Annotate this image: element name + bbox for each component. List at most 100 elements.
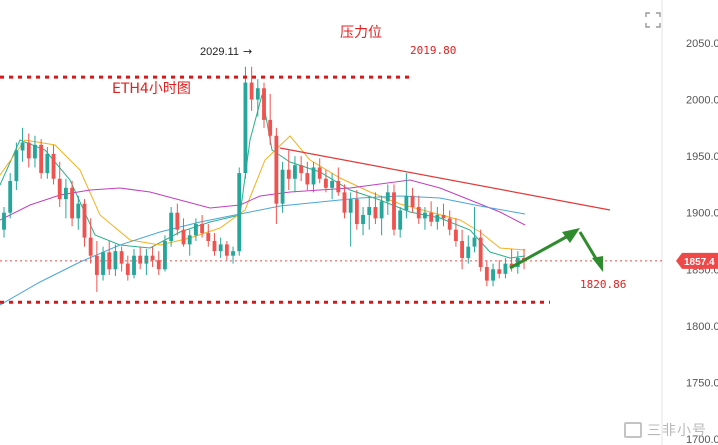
candle-body — [478, 237, 483, 268]
candle-body — [398, 210, 403, 230]
candle-body — [88, 237, 93, 256]
candle-body — [94, 255, 99, 275]
candle-body — [472, 237, 477, 247]
candle-body — [293, 165, 297, 179]
candle-body — [33, 144, 37, 159]
candle-body — [63, 187, 68, 200]
candle-body — [410, 195, 415, 208]
candle-body — [262, 88, 266, 120]
y-tick-label: 1900.0 — [686, 208, 718, 220]
candle-body — [70, 187, 75, 219]
candle-body — [206, 233, 211, 241]
candle-body — [144, 255, 149, 264]
candle-body — [268, 119, 273, 136]
candle-body — [497, 269, 502, 274]
candle-body — [231, 251, 235, 256]
candle-body — [435, 214, 440, 222]
candle-body — [392, 192, 396, 230]
candle-body — [249, 82, 254, 100]
candle-body — [255, 88, 260, 100]
candle-body — [423, 212, 427, 219]
candle-body — [317, 167, 322, 179]
y-tick-label: 2000.0 — [686, 95, 718, 107]
candle-body — [416, 207, 421, 219]
candle-body — [224, 244, 229, 256]
candle-body — [113, 251, 118, 270]
candle-body — [82, 203, 87, 238]
candle-body — [280, 169, 285, 204]
candle-body — [379, 201, 384, 219]
price-axis: 2050.02000.01950.01900.01850.01800.01750… — [686, 38, 718, 445]
candle-body — [404, 195, 409, 211]
candle-body — [101, 252, 105, 275]
candle-body — [175, 212, 180, 230]
candle-body — [212, 240, 217, 252]
y-tick-label: 1800.0 — [686, 321, 718, 333]
candle-body — [156, 260, 161, 270]
candle-body — [323, 178, 328, 188]
candle-body — [336, 181, 341, 193]
candle-body — [286, 169, 291, 179]
candle-body — [138, 255, 143, 264]
ma-line-medium — [0, 135, 526, 251]
candle-body — [193, 224, 198, 236]
high-annotation: 2029.11 — [200, 46, 239, 58]
y-tick-label: 1950.0 — [686, 151, 718, 163]
candle-body — [187, 235, 192, 245]
candle-body — [453, 229, 458, 241]
candle-body — [163, 240, 167, 270]
candle-body — [342, 192, 347, 213]
candle-body — [484, 267, 489, 281]
candle-body — [169, 212, 174, 241]
candle-body — [348, 199, 353, 213]
candle-body — [51, 153, 56, 179]
candle-body — [460, 240, 465, 258]
candle-body — [107, 252, 112, 270]
y-tick-label: 1750.0 — [686, 377, 718, 389]
resistance-label: 压力位 — [340, 25, 382, 41]
ma-line-long — [0, 179, 526, 226]
support-level-label: 1820.86 — [580, 278, 626, 291]
candle-body — [274, 135, 279, 204]
fullscreen-icon[interactable] — [644, 11, 662, 29]
candle-body — [2, 212, 6, 230]
candle-body — [150, 255, 155, 261]
candle-body — [373, 207, 378, 219]
candle-body — [243, 82, 248, 174]
candle-body — [311, 167, 316, 185]
candle-body — [361, 214, 365, 225]
forecast-arrows — [509, 228, 603, 272]
candle-body — [330, 181, 335, 188]
candle-body — [491, 269, 495, 281]
descending-trendline — [279, 147, 611, 211]
candle-body — [354, 199, 359, 225]
candle-body — [200, 224, 205, 234]
candle-body — [305, 173, 310, 185]
candle-body — [45, 153, 50, 174]
candle-body — [39, 144, 44, 174]
ma-line-extra-long — [0, 195, 526, 306]
candle-body — [447, 218, 452, 230]
current-price-value: 1857.4 — [684, 257, 715, 268]
candle-body — [20, 142, 25, 151]
candle-body — [509, 263, 514, 268]
candle-body — [14, 150, 19, 182]
watermark-text: 三非小号 — [647, 423, 707, 439]
candle-body — [385, 192, 390, 202]
candle-body — [441, 214, 446, 219]
watermark: 三非小号 — [624, 418, 718, 442]
chart-title: ETH4小时图 — [112, 81, 191, 97]
candle-body — [125, 263, 130, 275]
candle-body — [26, 142, 31, 159]
current-price-tag: 1857.4 — [676, 252, 718, 269]
candlestick-series — [2, 66, 526, 292]
candle-body — [429, 212, 434, 222]
candle-body — [119, 251, 124, 264]
candle-body — [299, 165, 304, 174]
watermark-logo-icon — [624, 422, 642, 438]
candle-body — [237, 173, 242, 252]
candle-body — [76, 203, 81, 219]
resistance-level-label: 2019.80 — [410, 44, 456, 57]
candle-body — [8, 181, 13, 213]
